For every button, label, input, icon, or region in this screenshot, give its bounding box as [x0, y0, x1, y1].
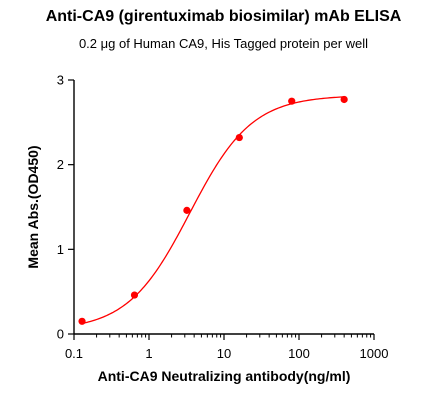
y-axis-title: Mean Abs.(OD450)	[25, 145, 41, 268]
x-tick-label: 1	[145, 346, 152, 361]
fit-curve	[81, 96, 345, 325]
axes: 0.1 1 10 100 1000 0 1 2 3	[57, 73, 389, 362]
x-tick-label: 0.1	[65, 346, 83, 361]
chart-title: Anti-CA9 (girentuximab biosimilar) mAb E…	[45, 8, 402, 25]
x-tick-label: 100	[288, 346, 310, 361]
y-tick-label: 1	[57, 242, 64, 257]
data-point	[78, 317, 86, 325]
data-point	[130, 291, 139, 299]
fit-curve-layer	[81, 96, 345, 325]
data-point	[288, 97, 296, 105]
x-tick-label: 10	[217, 346, 231, 361]
data-point	[340, 95, 348, 104]
x-tick-label: 1000	[360, 346, 389, 361]
data-points-layer	[78, 95, 348, 325]
x-axis-title: Anti-CA9 Neutralizing antibody(ng/ml)	[98, 368, 351, 384]
y-tick-label: 2	[57, 157, 64, 172]
chart-subtitle: 0.2 μg of Human CA9, His Tagged protein …	[78, 36, 369, 51]
y-tick-label: 0	[57, 327, 64, 342]
data-point	[235, 133, 243, 142]
data-point	[183, 206, 191, 214]
y-tick-label: 3	[57, 73, 64, 88]
